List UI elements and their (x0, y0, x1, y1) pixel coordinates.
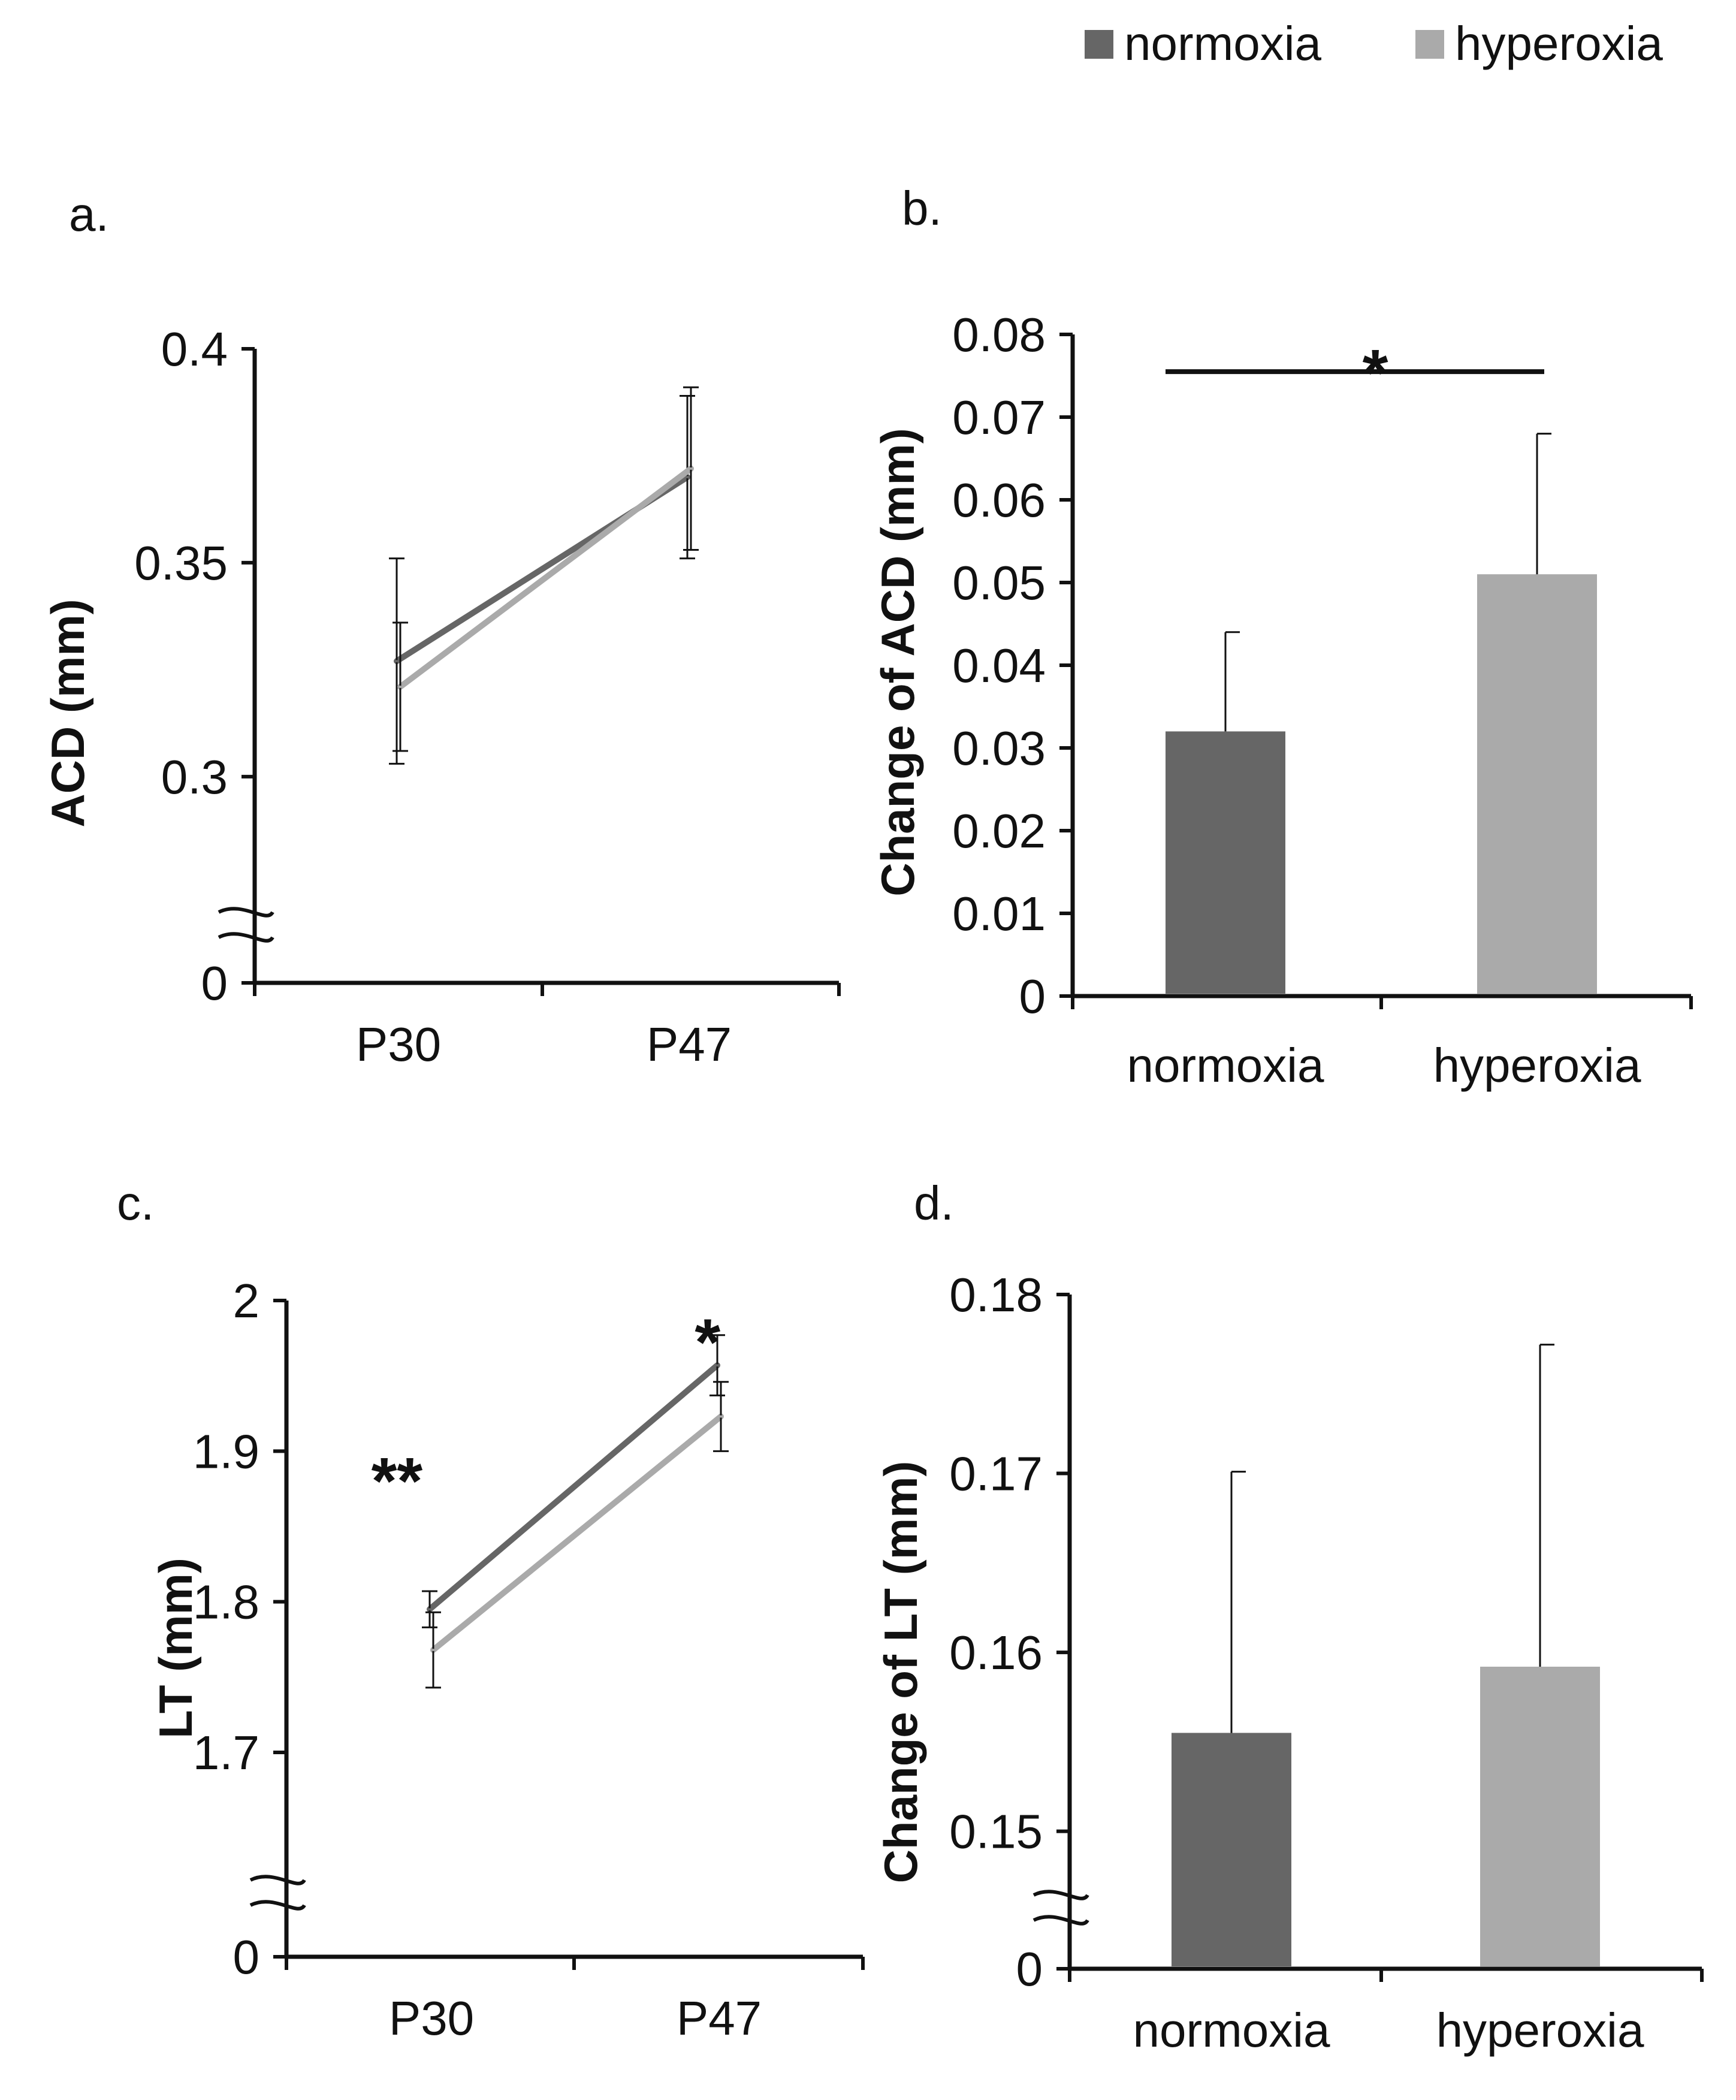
panel-b-change-acd-bar-chart: 0 0.01 0.02 0.03 0.04 0.05 0.06 0.07 0.08 normoxi… (952, 308, 1693, 1092)
y-tick-label: 0.06 (952, 473, 1046, 527)
data-point-hyperoxia (720, 1415, 722, 1418)
x-tick-label: hyperoxia (1433, 1039, 1641, 1092)
bar-normoxia (1172, 1733, 1291, 1966)
x-tick-label: P30 (389, 1992, 474, 2045)
x-tick-label: P47 (647, 1018, 732, 1071)
significance-marker: * (695, 1306, 720, 1380)
panel-label-a: a. (69, 188, 109, 241)
x-tick-label: normoxia (1133, 2004, 1330, 2057)
y-tick-label: 0.3 (161, 750, 228, 804)
bar-hyperoxia (1477, 574, 1597, 994)
y-tick-label: 0.05 (952, 556, 1046, 610)
y-tick-label: 0.03 (952, 722, 1046, 775)
y-tick-label: 0.04 (952, 639, 1046, 692)
x-tick-label: hyperoxia (1436, 2004, 1644, 2057)
axis-break-mark (249, 1900, 306, 1911)
data-point-hyperoxia (399, 685, 401, 688)
y-tick-label-baseline: 0 (1016, 1942, 1043, 1996)
panel-a-acd-line-chart: 0.3 0.35 0.4 0 P30 P47 (134, 322, 841, 1071)
y-tick-label-baseline: 0 (233, 1930, 260, 1984)
y-tick-label: 0.18 (949, 1268, 1043, 1321)
panel-label-c: c. (117, 1176, 154, 1230)
y-axis-title-acd: ACD (mm) (41, 599, 94, 827)
panel-d-change-lt-bar-chart: 0.15 0.16 0.17 0.18 0 normoxia hyperoxia (949, 1268, 1704, 2057)
data-point-hyperoxia (690, 467, 692, 470)
x-tick-label: normoxia (1127, 1039, 1324, 1092)
legend-label-hyperoxia: hyperoxia (1455, 17, 1663, 70)
y-tick-label: 0 (1019, 970, 1046, 1023)
x-tick-label: P47 (677, 1992, 762, 2045)
x-tick-label: P30 (356, 1018, 441, 1071)
legend-label-normoxia: normoxia (1124, 17, 1322, 70)
series-line-hyperoxia (397, 465, 694, 690)
data-point-normoxia (428, 1608, 431, 1611)
data-point-normoxia (716, 1364, 718, 1367)
y-tick-label: 1.8 (193, 1576, 259, 1629)
significance-marker: ** (372, 1444, 423, 1518)
y-tick-label-baseline: 0 (201, 957, 228, 1010)
y-tick-label: 0.01 (952, 887, 1046, 940)
y-tick-label: 0.4 (161, 322, 228, 376)
axis-break-mark (249, 1875, 306, 1885)
y-tick-label: 2 (233, 1274, 260, 1327)
y-tick-label: 0.07 (952, 391, 1046, 444)
y-axis-title-change-lt: Change of LT (mm) (874, 1461, 927, 1884)
y-tick-label: 0.15 (949, 1805, 1043, 1858)
significance-marker: * (1363, 336, 1388, 410)
y-tick-label: 0.08 (952, 308, 1046, 361)
series-line-normoxia (427, 1362, 720, 1613)
legend-swatch-hyperoxia (1415, 30, 1444, 59)
y-axis-title-change-acd: Change of ACD (mm) (871, 428, 924, 896)
y-tick-label: 0.17 (949, 1447, 1043, 1501)
axis-break-mark (218, 932, 274, 943)
axis-break-mark (218, 907, 274, 918)
axis-break-mark (1032, 1890, 1089, 1900)
y-axis-title-lt: LT (mm) (149, 1558, 202, 1739)
legend-swatch-normoxia (1085, 30, 1113, 59)
bar-normoxia (1166, 731, 1285, 994)
panel-label-b: b. (902, 182, 942, 235)
data-point-normoxia (395, 660, 398, 663)
axis-break-mark (1032, 1915, 1089, 1926)
data-point-hyperoxia (432, 1649, 434, 1652)
data-point-normoxia (686, 476, 689, 479)
y-tick-label: 0.02 (952, 804, 1046, 858)
legend: normoxia hyperoxia (1085, 17, 1663, 70)
y-tick-label: 1.7 (193, 1726, 259, 1779)
series-line-hyperoxia (430, 1413, 724, 1654)
y-tick-label: 1.9 (193, 1425, 259, 1478)
y-tick-label: 0.35 (134, 536, 228, 590)
y-tick-label: 0.16 (949, 1626, 1043, 1679)
bar-hyperoxia (1480, 1666, 1600, 1966)
panel-label-d: d. (914, 1176, 954, 1230)
